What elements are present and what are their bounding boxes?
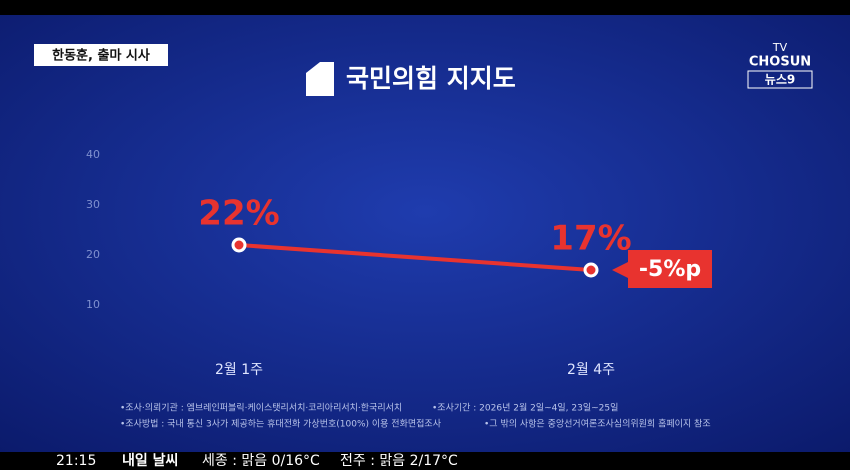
y-tick-label: 30 xyxy=(86,198,100,211)
y-tick-label: 20 xyxy=(86,248,100,261)
note: •조사·의뢰기관 : 엠브레인퍼블릭·케이스탯리서치·코리아리서치·한국리서치 xyxy=(120,402,402,414)
y-tick-label: 10 xyxy=(86,298,100,311)
ticker-time: 21:15 xyxy=(56,453,96,469)
background xyxy=(0,15,850,452)
line xyxy=(238,243,592,272)
tag: 한동훈, 출마 시사 xyxy=(52,48,150,64)
tag-box xyxy=(34,44,168,66)
ticker-item: 전주 : 맑음 2/17°C xyxy=(340,453,458,469)
logo-box xyxy=(747,70,813,89)
top-bar xyxy=(0,0,850,15)
logo-news: 뉴스9 xyxy=(765,73,795,87)
logo-tv: TV xyxy=(772,41,788,54)
note: •그 밖의 사항은 중앙선거여론조사심의위원회 홈페이지 참조 xyxy=(484,418,711,430)
ticker-label: 내일 날씨 xyxy=(122,453,178,469)
annotation: -5%p xyxy=(639,257,701,282)
y-tick-label: 40 xyxy=(86,148,100,161)
x-tick-label: 2월 4주 xyxy=(567,362,615,378)
title-icon xyxy=(306,62,334,96)
logo-chosun: CHOSUN xyxy=(749,55,811,70)
point xyxy=(231,237,247,253)
annotation-box xyxy=(612,250,712,288)
value-label: 17% xyxy=(550,219,631,259)
note: •조사기간 : 2026년 2월 2일~4일, 23일~25일 xyxy=(432,402,618,414)
ticker-item: 세종 : 맑음 0/16°C xyxy=(202,453,320,469)
value-label: 22% xyxy=(198,194,279,234)
ticker-bar xyxy=(0,452,850,470)
x-tick-label: 2월 1주 xyxy=(215,362,263,378)
point xyxy=(583,262,599,278)
chart-title: 국민의힘 지지도 xyxy=(346,64,516,93)
note: •조사방법 : 국내 통신 3사가 제공하는 휴대전화 가상번호(100%) 이… xyxy=(120,418,442,430)
